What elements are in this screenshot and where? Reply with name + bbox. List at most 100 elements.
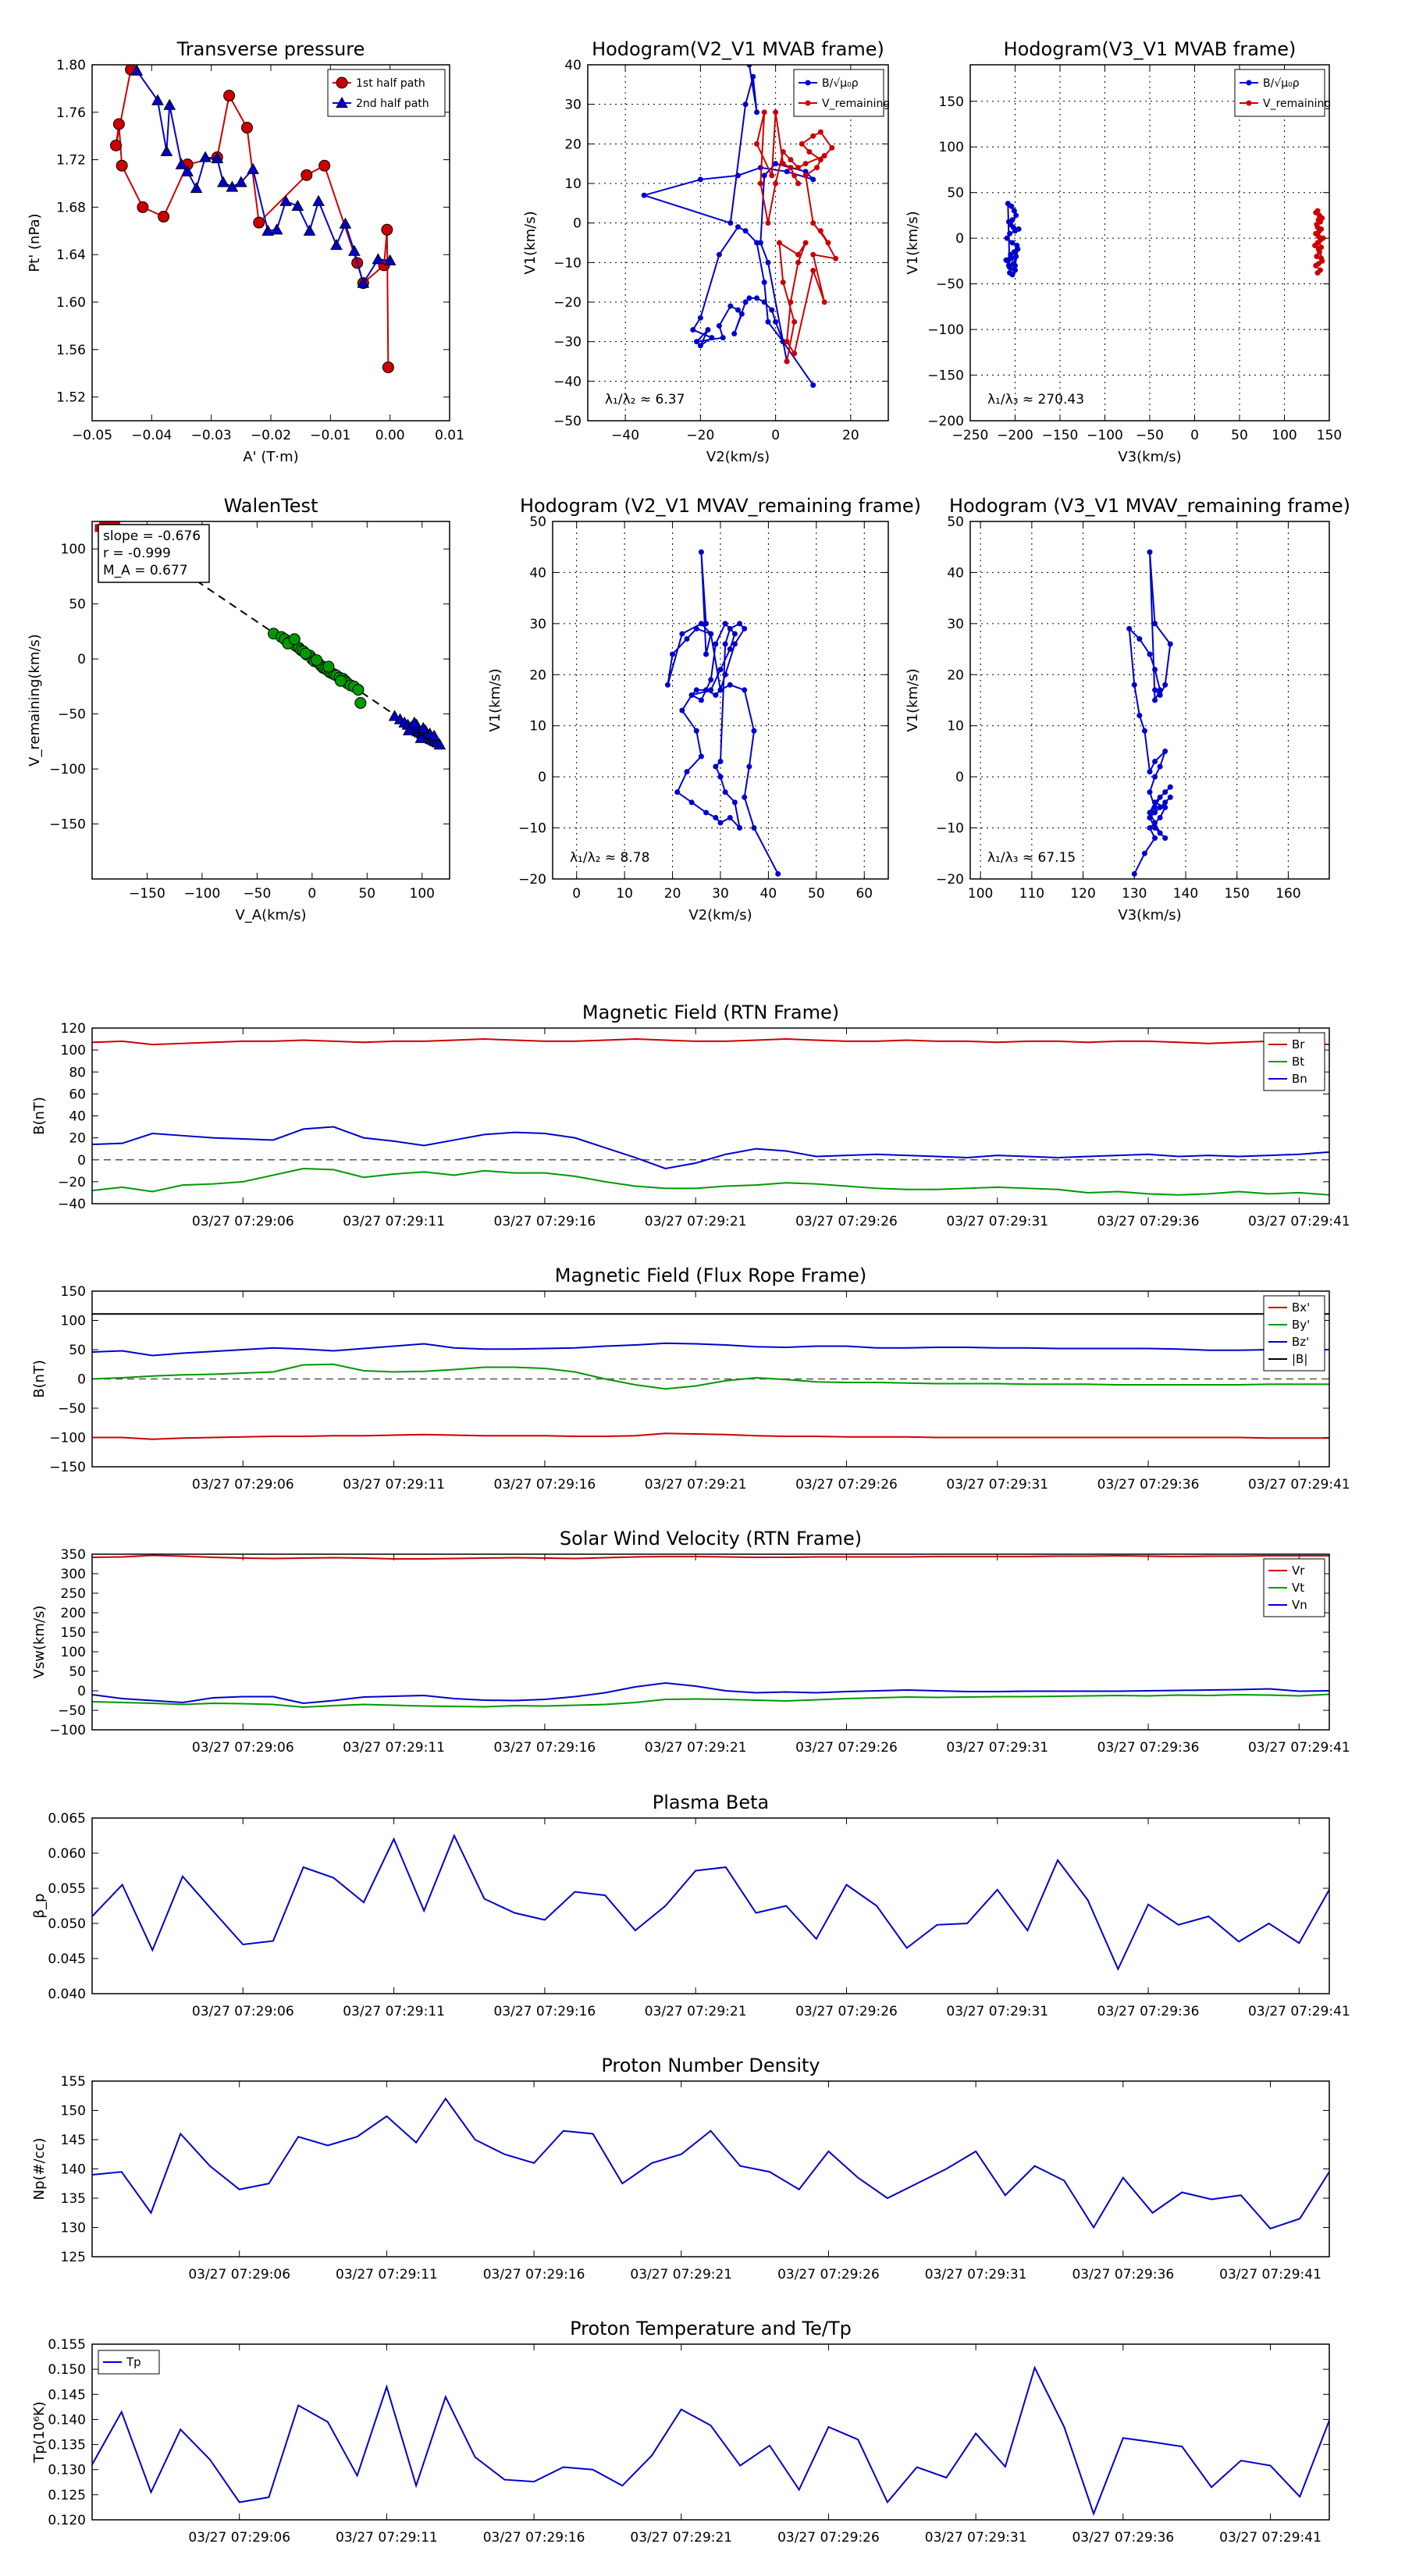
y-tick-label: 1.60: [56, 295, 86, 311]
data-point: [709, 335, 715, 341]
data-point: [1009, 217, 1016, 223]
data-point: [791, 318, 798, 325]
data-point: [160, 144, 173, 157]
y-tick-label: −100: [49, 1723, 86, 1738]
y-axis-label: Pt' (nPa): [27, 213, 43, 272]
data-point: [130, 65, 144, 76]
series-bz-: [92, 1342, 1329, 1357]
data-point: [727, 303, 734, 309]
x-tick-label: 03/27 07:29:06: [188, 2267, 290, 2282]
series-line: [92, 1681, 1329, 1705]
data-point: [698, 697, 704, 703]
y-tick-label: −20: [518, 872, 546, 888]
plot-area: [1003, 201, 1326, 278]
legend-label: Br: [1292, 1037, 1305, 1051]
data-point: [1152, 667, 1158, 673]
data-point: [137, 201, 149, 213]
x-tick-label: 0.01: [435, 428, 464, 443]
x-axis-label: V3(km/s): [1118, 449, 1181, 465]
data-point: [717, 687, 724, 693]
y-tick-label: 50: [947, 186, 964, 201]
series-group-2: [268, 628, 367, 710]
x-tick-label: 03/27 07:29:11: [343, 1214, 445, 1229]
y-tick-label: 40: [564, 58, 582, 73]
legend-label: Bx': [1292, 1300, 1310, 1315]
x-tick-label: −0.05: [72, 428, 112, 443]
x-tick-label: 03/27 07:29:36: [1097, 2004, 1200, 2019]
y-tick-label: 1.64: [56, 247, 86, 263]
data-point: [253, 216, 265, 229]
data-point: [720, 335, 726, 341]
x-tick-label: 20: [664, 886, 681, 902]
x-tick-label: 120: [1070, 886, 1095, 902]
y-tick-label: 0.130: [48, 2463, 86, 2478]
chart-title: Solar Wind Velocity (RTN Frame): [560, 1528, 862, 1550]
series-line: [92, 1834, 1329, 1971]
x-axis-label: V3(km/s): [1118, 907, 1181, 923]
chart-title: Hodogram(V2_V1 MVAB frame): [592, 38, 884, 60]
y-tick-label: 20: [564, 137, 582, 152]
stats-line: slope = -0.676: [103, 528, 201, 544]
data-point: [1162, 789, 1168, 795]
y-axis: 0.040 0.045 0.050 0.055 0.060 0.065: [48, 1811, 1329, 2002]
y-tick-label: 20: [69, 1131, 86, 1147]
legend: Vr Vt Vn: [1263, 1558, 1325, 1617]
data-point: [788, 157, 794, 163]
data-point: [1157, 692, 1163, 698]
y-tick-label: 0: [955, 231, 964, 247]
y-tick-label: −150: [49, 1460, 86, 1475]
y-tick-label: 0: [955, 770, 964, 785]
y-tick-label: −40: [58, 1197, 86, 1212]
y-tick-label: 0.045: [48, 1952, 86, 1967]
data-point: [697, 315, 703, 321]
x-tick-label: 03/27 07:29:16: [494, 1740, 596, 1756]
x-axis-label: V2(km/s): [688, 907, 752, 923]
data-point: [754, 295, 760, 301]
data-point: [217, 176, 229, 187]
data-point: [163, 98, 176, 110]
legend-box: [1234, 69, 1325, 117]
x-tick-label: 03/27 07:29:11: [343, 1740, 445, 1756]
x-tick-label: 03/27 07:29:11: [343, 1477, 445, 1493]
data-point: [247, 162, 259, 174]
legend-marker: [805, 80, 811, 86]
data-point: [788, 165, 794, 171]
y-axis-label: β_p: [31, 1894, 48, 1919]
chart-title: Proton Temperature and Te/Tp: [570, 2318, 852, 2339]
data-point: [240, 122, 253, 134]
x-tick-label: 03/27 07:29:21: [645, 2004, 747, 2019]
x-axis-label: A' (T·m): [243, 449, 298, 465]
y-tick-label: 100: [61, 1314, 86, 1329]
y-tick-label: −50: [58, 1401, 86, 1417]
y-tick-label: 0.050: [48, 1916, 86, 1932]
y-axis-label: V1(km/s): [522, 211, 539, 274]
data-point: [802, 173, 809, 179]
data-point: [737, 621, 743, 627]
x-tick-label: −50: [243, 886, 271, 902]
stats-box-frame: [98, 524, 210, 583]
x-tick-label: −0.02: [251, 428, 291, 443]
stats-line: M_A = 0.677: [103, 563, 188, 578]
data-point: [784, 169, 790, 175]
x-tick-label: 03/27 07:29:06: [188, 2530, 290, 2546]
data-point: [301, 169, 313, 181]
data-point: [717, 820, 724, 826]
data-point: [799, 141, 805, 147]
y-tick-label: −20: [936, 872, 964, 888]
y-axis: −20 −10 0 10 20 30 40 50: [936, 514, 1329, 888]
data-point: [713, 763, 719, 770]
y-tick-label: 100: [61, 542, 86, 557]
series-bn: [92, 1126, 1329, 1170]
legend-label: Vt: [1292, 1581, 1304, 1595]
data-point: [1157, 687, 1163, 693]
data-point: [757, 240, 763, 246]
data-point: [1147, 769, 1153, 775]
data-point: [780, 339, 786, 345]
x-tick-label: 03/27 07:29:26: [795, 1740, 898, 1756]
data-point: [279, 194, 292, 206]
series-line: [92, 1126, 1329, 1170]
y-tick-label: 0.155: [48, 2337, 86, 2353]
y-tick-label: 0: [77, 652, 86, 667]
